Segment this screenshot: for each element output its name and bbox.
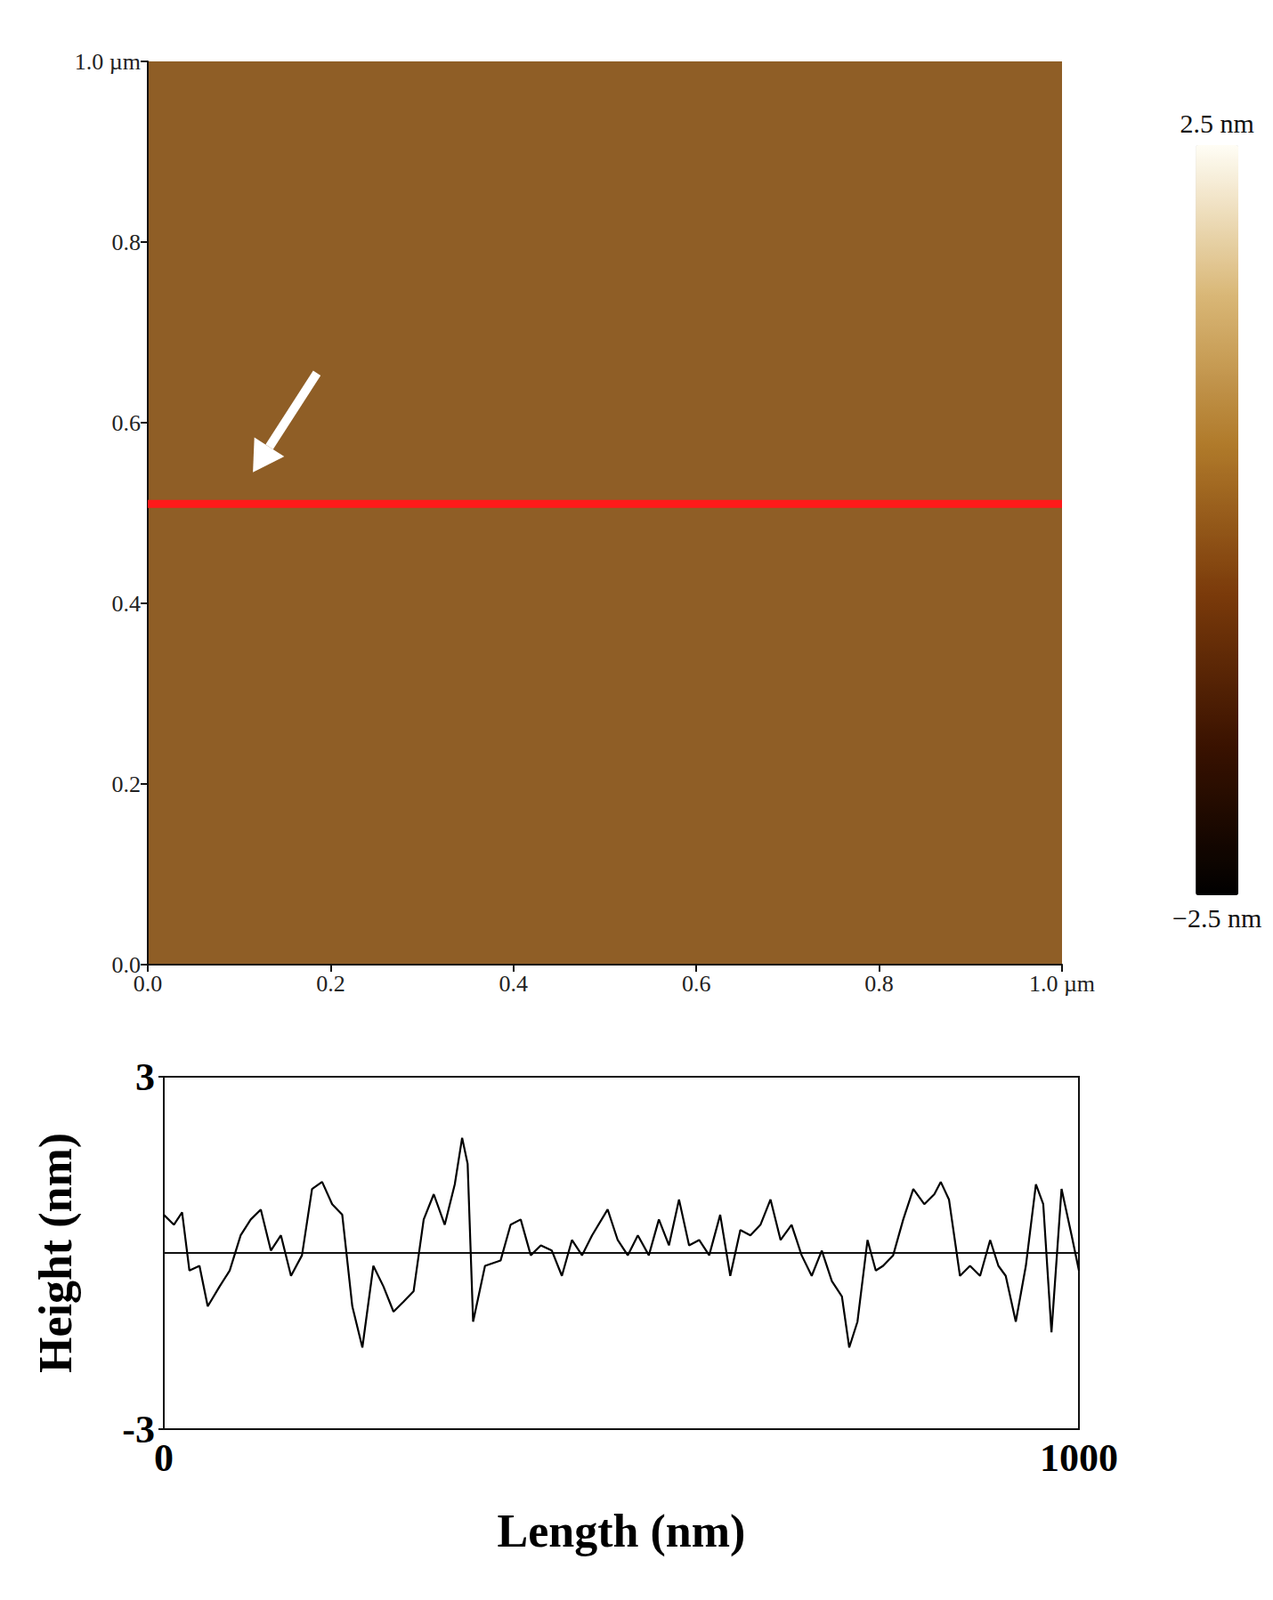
- svg-text:-3: -3: [121, 1408, 155, 1452]
- svg-text:0.6: 0.6: [112, 410, 142, 437]
- svg-text:0.8: 0.8: [864, 971, 894, 998]
- svg-text:1.0 µm: 1.0 µm: [1029, 971, 1095, 998]
- svg-text:0.0: 0.0: [111, 952, 141, 978]
- svg-text:0.2: 0.2: [112, 771, 142, 798]
- svg-text:0.6: 0.6: [681, 971, 712, 998]
- svg-text:Length (nm): Length (nm): [497, 1506, 746, 1558]
- svg-text:0.4: 0.4: [499, 971, 529, 998]
- svg-text:0.0: 0.0: [133, 971, 163, 998]
- svg-text:0.8: 0.8: [112, 229, 142, 256]
- svg-text:1000: 1000: [1039, 1436, 1119, 1481]
- svg-text:Height (nm): Height (nm): [30, 1133, 82, 1374]
- svg-text:0.4: 0.4: [112, 591, 142, 617]
- svg-text:−2.5 nm: −2.5 nm: [1172, 903, 1262, 933]
- svg-text:3: 3: [135, 1055, 155, 1100]
- svg-text:0.2: 0.2: [316, 971, 346, 998]
- svg-text:0: 0: [154, 1436, 174, 1481]
- svg-text:2.5 nm: 2.5 nm: [1179, 108, 1254, 138]
- svg-text:1.0 µm: 1.0 µm: [74, 48, 141, 75]
